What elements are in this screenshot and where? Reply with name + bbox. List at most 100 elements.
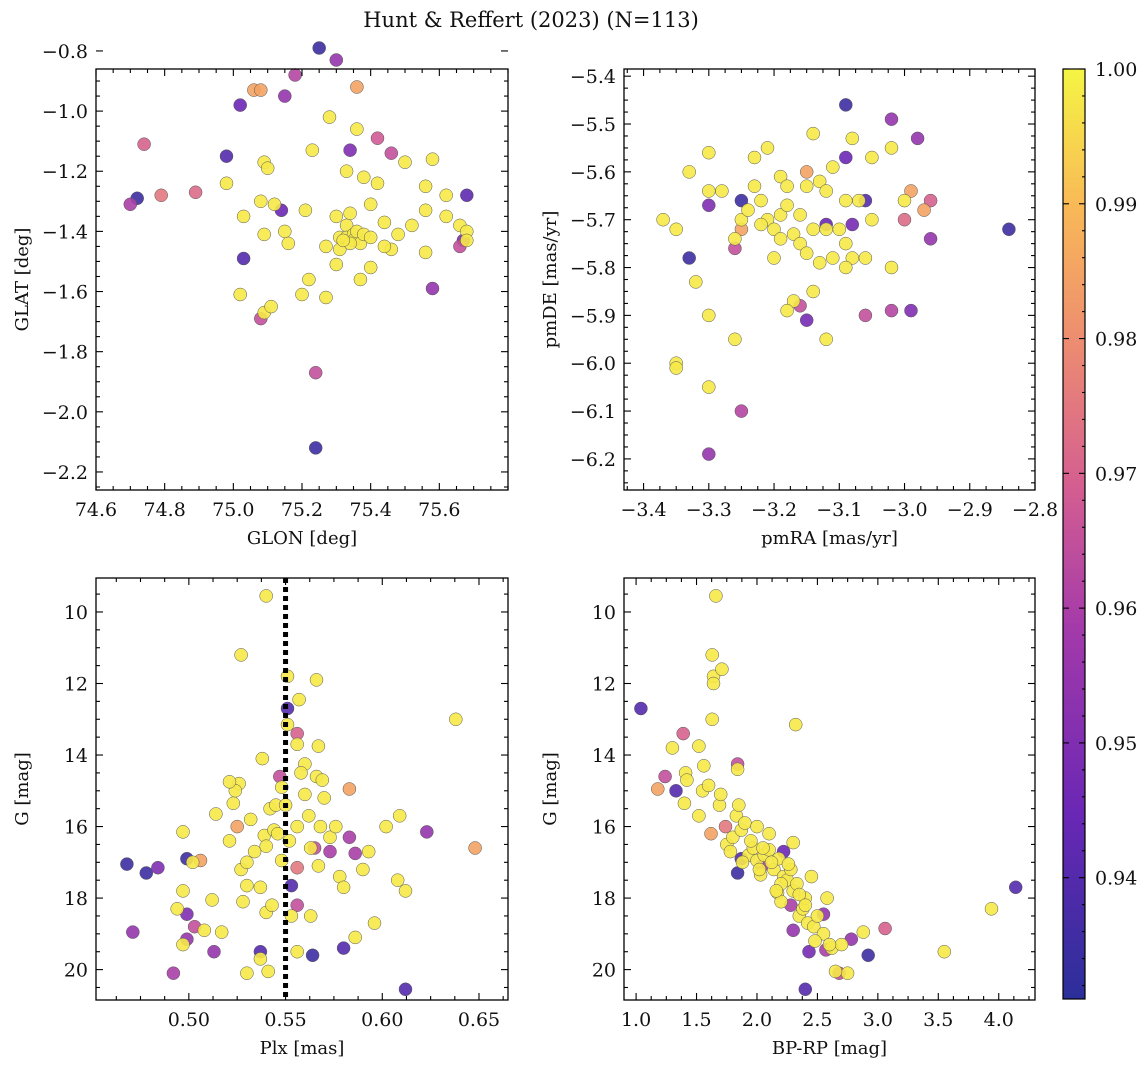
y-tick-label: −2.2 — [42, 462, 88, 484]
data-point — [370, 176, 385, 191]
data-point — [910, 131, 925, 146]
data-point — [243, 812, 258, 827]
data-point — [207, 944, 221, 959]
data-point — [819, 332, 833, 347]
data-point — [303, 841, 318, 855]
colorbar-tick-label: 0.94 — [1095, 868, 1137, 890]
data-point — [439, 209, 453, 224]
data-point — [798, 982, 813, 997]
data-point — [278, 89, 292, 103]
y-tick-label: −1.6 — [42, 282, 88, 304]
y-tick-label: −1.0 — [42, 101, 88, 123]
data-point — [214, 925, 229, 939]
data-point — [808, 934, 822, 948]
data-point — [834, 937, 849, 952]
data-point — [257, 227, 271, 242]
data-point — [298, 787, 312, 802]
data-point — [656, 212, 670, 227]
data-point — [302, 809, 316, 823]
x-tick-label: 74.8 — [144, 499, 186, 521]
y-tick-label: −0.8 — [42, 41, 88, 63]
data-point — [773, 208, 788, 222]
data-point — [734, 404, 749, 418]
data-point — [350, 80, 364, 94]
data-point — [398, 155, 412, 169]
x-tick-label: 3.0 — [863, 1009, 893, 1031]
data-point — [728, 332, 742, 347]
data-point — [425, 281, 440, 296]
x-tick-label: 2.5 — [802, 1009, 832, 1031]
data-point — [267, 197, 282, 212]
data-point — [728, 232, 742, 246]
data-point — [319, 290, 333, 305]
data-point — [418, 179, 433, 194]
data-point — [984, 902, 999, 916]
data-point — [274, 780, 289, 794]
data-point — [336, 233, 350, 248]
data-point — [298, 203, 313, 218]
data-point — [705, 712, 719, 727]
data-point — [937, 944, 952, 959]
data-point — [439, 188, 453, 203]
panel-pmra-pmde: −3.4 −3.3 −3.2 −3.1 −3.0 −2.9 −2.8 −6.2 −6.1 −6.0… — [540, 66, 1058, 549]
data-point — [126, 925, 140, 939]
y-tick-label: −5.5 — [570, 114, 616, 136]
y-tick-label: −1.4 — [42, 221, 88, 243]
data-point — [342, 830, 357, 845]
x-tick-label: 75.2 — [281, 499, 323, 521]
data-point — [780, 303, 794, 318]
data-point — [295, 287, 309, 302]
data-point — [449, 712, 463, 727]
data-point — [839, 236, 853, 251]
data-point — [845, 217, 860, 232]
data-point — [767, 222, 781, 237]
y-tick-label: −6.1 — [570, 401, 616, 423]
data-point — [350, 122, 364, 136]
data-point — [367, 916, 382, 930]
data-point — [261, 964, 275, 979]
data-point — [188, 185, 203, 200]
data-point — [715, 662, 729, 676]
data-point — [1008, 880, 1023, 895]
y-tick-label: −5.8 — [570, 258, 616, 280]
data-point — [781, 857, 796, 871]
y-tick-label: −5.4 — [570, 66, 616, 88]
x-tick-label: −3.2 — [751, 499, 797, 521]
data-point — [658, 769, 672, 784]
data-point — [822, 937, 837, 952]
data-point — [651, 782, 665, 796]
data-point — [363, 230, 378, 245]
data-point — [750, 819, 764, 834]
data-point — [718, 819, 733, 834]
data-point — [323, 830, 337, 845]
data-point — [709, 589, 723, 603]
data-point — [259, 589, 273, 603]
data-point — [702, 308, 716, 323]
data-point — [290, 898, 304, 912]
x-axis-label: GLON [deg] — [247, 528, 357, 549]
data-point — [702, 184, 716, 198]
colorbar-tick-label: 0.96 — [1095, 598, 1137, 620]
data-point — [705, 648, 719, 662]
data-point — [315, 773, 330, 787]
data-point — [786, 227, 801, 241]
data-point — [342, 782, 357, 796]
data-point — [792, 887, 807, 902]
data-point — [747, 150, 762, 165]
data-point — [917, 203, 931, 217]
data-point — [278, 224, 292, 239]
data-point — [468, 841, 482, 855]
data-point — [669, 784, 683, 798]
data-point — [343, 206, 357, 221]
data-point — [732, 798, 746, 812]
data-point — [322, 110, 337, 124]
data-point — [240, 966, 254, 980]
data-point — [878, 921, 892, 936]
data-point — [418, 203, 433, 218]
x-axis-label: pmRA [mas/yr] — [761, 528, 898, 549]
colorbar-gradient — [1062, 68, 1086, 1000]
data-point — [786, 835, 800, 850]
data-point — [222, 775, 237, 789]
data-point — [786, 923, 800, 938]
data-point — [689, 275, 703, 289]
